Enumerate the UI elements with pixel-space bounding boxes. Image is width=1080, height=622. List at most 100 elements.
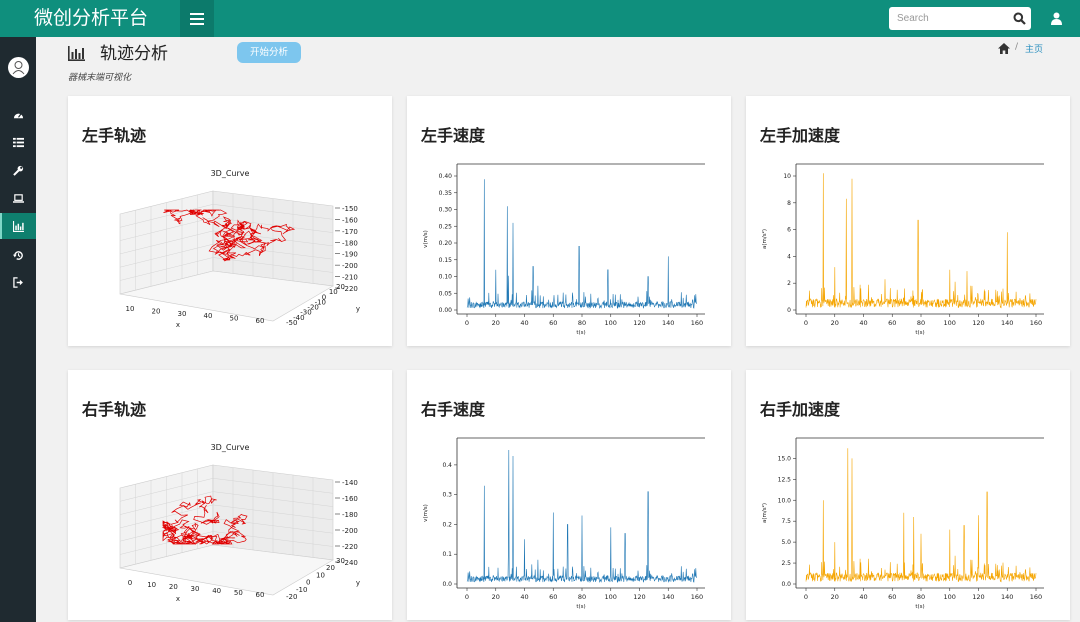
- x-axis-label: t(s): [915, 330, 924, 336]
- x-tick-label: 10: [126, 305, 135, 313]
- x-tick-label: 30: [178, 310, 187, 318]
- sidebar-item-devices[interactable]: [0, 185, 36, 211]
- sidebar-item-history[interactable]: [0, 242, 36, 268]
- x-tick-label: 40: [859, 319, 867, 327]
- y-axis-label: y: [356, 579, 360, 587]
- y-tick-label: -40: [293, 314, 304, 322]
- x-tick-label: 20: [831, 319, 839, 327]
- x-axis-label: t(s): [915, 604, 924, 610]
- right-track-card: 右手轨迹 3D_Curve -140 -160 -180 -200 -220 -240 0 10…: [68, 370, 392, 620]
- y-tick-label: 10: [783, 173, 791, 180]
- y-axis-label: y: [356, 305, 360, 313]
- plot-3d: 3D_Curve-150-160-170-180-190-200-210-220…: [119, 169, 360, 329]
- y-tick-label: 2: [787, 280, 791, 287]
- y-tick-label: 0.1: [442, 551, 452, 558]
- z-tick-label: -190: [342, 251, 358, 259]
- z-tick-label: -200: [342, 527, 358, 535]
- y-tick-label: -10: [315, 298, 326, 306]
- page-subtitle: 器械末端可视化: [68, 73, 132, 83]
- sidebar-item-tools[interactable]: [0, 157, 36, 183]
- left-speed-card: 左手速度 0 20 40 60 80 100 120 140 160 0.00 0.05 0.10 0.…: [407, 96, 731, 346]
- x-tick-label: 100: [605, 593, 617, 601]
- z-tick-label: -140: [342, 479, 358, 487]
- series-line: [805, 173, 1037, 309]
- card-title: 右手轨迹: [82, 400, 147, 419]
- x-tick-label: 80: [917, 593, 925, 601]
- history-icon: [12, 250, 23, 260]
- x-tick-label: 140: [1001, 593, 1013, 601]
- series-line: [805, 448, 1037, 583]
- x-tick-label: 0: [804, 319, 808, 327]
- x-tick-label: 140: [1001, 319, 1013, 327]
- x-tick-label: 60: [256, 591, 265, 599]
- y-tick-label: 12.5: [778, 476, 792, 483]
- series-line: [466, 179, 698, 309]
- x-tick-label: 20: [831, 593, 839, 601]
- y-tick-label: 0.0: [781, 581, 791, 588]
- y-tick-label: 2.5: [781, 560, 791, 567]
- z-tick-label: -150: [342, 205, 358, 213]
- card-title: 右手速度: [421, 400, 486, 419]
- left-speed-chart: 0 20 40 60 80 100 120 140 160 0.00 0.05 0.10 0.15 0.2…: [423, 163, 705, 336]
- sidebar-item-dashboard[interactable]: [0, 102, 36, 128]
- x-tick-label: 160: [1030, 593, 1042, 601]
- z-tick-label: -160: [342, 216, 358, 224]
- y-tick-label: 0.20: [439, 240, 453, 247]
- y-tick-label: 0.00: [439, 307, 453, 314]
- x-tick-label: 20: [492, 593, 500, 601]
- y-tick-label: 8: [787, 200, 791, 207]
- sign-out-icon: [12, 276, 23, 288]
- x-tick-label: 120: [633, 593, 645, 601]
- start-analysis-button[interactable]: 开始分析: [237, 42, 301, 63]
- x-tick-label: 0: [804, 593, 808, 601]
- x-tick-label: 40: [520, 319, 528, 327]
- right-accel-chart: 0 20 40 60 80 100 120 140 160 0.0 2.5 5.0 7.5 10.0 12.…: [761, 437, 1044, 610]
- z-tick-label: -220: [342, 543, 358, 551]
- user-icon[interactable]: [1051, 12, 1062, 25]
- avatar[interactable]: [8, 57, 29, 78]
- x-tick-label: 50: [230, 315, 239, 323]
- x-tick-label: 60: [549, 319, 557, 327]
- y-tick-label: 0.2: [442, 521, 452, 528]
- sidebar-item-logout[interactable]: [0, 269, 36, 295]
- x-tick-label: 60: [256, 317, 265, 325]
- x-tick-label: 0: [465, 319, 469, 327]
- left-accel-card: 左手加速度 0 20 40 60 80 100 120 140 160 0 2 4 6 8 10 t(s) a(…: [746, 96, 1070, 346]
- z-tick-label: -180: [342, 511, 358, 519]
- home-icon[interactable]: [998, 43, 1010, 54]
- y-tick-label: 0.3: [442, 492, 452, 499]
- menu-toggle-button[interactable]: [180, 0, 214, 37]
- z-tick-label: -240: [342, 559, 358, 567]
- brand-title[interactable]: 微创分析平台: [34, 7, 149, 29]
- x-tick-label: 40: [859, 593, 867, 601]
- y-tick-label: 0.4: [442, 462, 452, 469]
- x-tick-label: 80: [578, 319, 586, 327]
- x-tick-label: 140: [662, 319, 674, 327]
- y-tick-label: -20: [307, 304, 318, 312]
- trajectory-line: [163, 209, 296, 262]
- x-tick-label: 0: [128, 579, 132, 587]
- x-tick-label: 120: [633, 319, 645, 327]
- x-tick-label: 100: [605, 319, 617, 327]
- search-input[interactable]: [889, 7, 1009, 30]
- card-title: 左手轨迹: [82, 126, 147, 145]
- y-tick-label: 0.25: [439, 223, 453, 230]
- sidebar: [0, 37, 36, 622]
- breadcrumb-separator: /: [1015, 42, 1019, 52]
- search-icon[interactable]: [1013, 12, 1026, 25]
- x-tick-label: 100: [944, 593, 956, 601]
- breadcrumb-home-link[interactable]: 主页: [1025, 45, 1044, 55]
- sidebar-item-analysis[interactable]: [0, 213, 36, 239]
- y-tick-label: 10.0: [778, 497, 792, 504]
- top-navbar: 微创分析平台: [0, 0, 1080, 37]
- y-tick-label: 20: [336, 283, 345, 291]
- y-axis-label: a(m/s²): [761, 503, 768, 523]
- left-track-3d-chart: 3D_Curve-150-160-170-180-190-200-210-220…: [119, 169, 360, 329]
- sidebar-item-list[interactable]: [0, 129, 36, 155]
- card-title: 右手加速度: [760, 400, 841, 419]
- y-tick-label: 7.5: [781, 518, 791, 525]
- x-axis-label: x: [176, 321, 180, 329]
- wrench-icon: [12, 165, 23, 176]
- x-tick-label: 160: [691, 593, 703, 601]
- y-tick-label: 0.0: [442, 581, 452, 588]
